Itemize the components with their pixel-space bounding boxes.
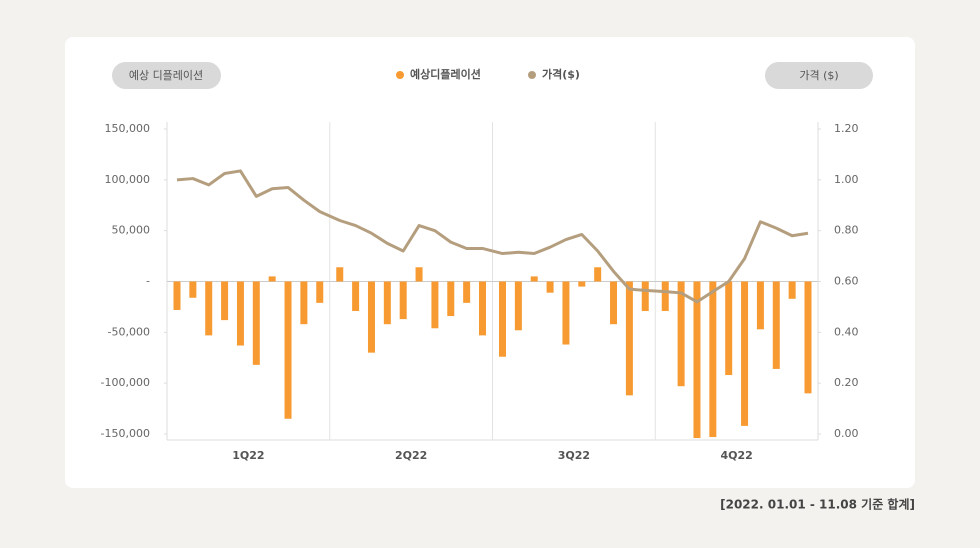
price-line xyxy=(176,169,809,304)
y2-tick-label: 0.80 xyxy=(834,224,859,237)
bar xyxy=(661,281,669,311)
bar xyxy=(431,281,439,329)
legend-label: 가격($) xyxy=(542,67,580,81)
y-tick-label: -100,000 xyxy=(101,376,150,389)
bar xyxy=(221,281,229,321)
legend-marker xyxy=(396,71,404,79)
bar xyxy=(788,281,796,299)
bar xyxy=(399,281,407,320)
y2-axis-label: 가격 ($) xyxy=(799,69,838,82)
x-group-label: 3Q22 xyxy=(558,449,590,462)
y2-tick-label: 0.40 xyxy=(834,325,859,338)
bar xyxy=(336,267,344,282)
bar xyxy=(693,281,701,439)
bar xyxy=(530,276,538,282)
x-group-label: 2Q22 xyxy=(395,449,427,462)
bar xyxy=(367,281,375,353)
bar xyxy=(677,281,685,387)
bar xyxy=(546,281,554,293)
bar xyxy=(189,281,197,298)
bar xyxy=(205,281,213,336)
bar xyxy=(741,281,749,426)
bar xyxy=(804,281,812,394)
bar xyxy=(463,281,471,303)
bar xyxy=(610,281,618,325)
bar xyxy=(236,281,244,346)
bar xyxy=(562,281,570,345)
bar xyxy=(268,276,276,282)
bar xyxy=(725,281,733,376)
y-tick-label: -50,000 xyxy=(108,325,150,338)
bar xyxy=(772,281,780,369)
bar xyxy=(316,281,324,303)
bar xyxy=(514,281,522,331)
y-label-pill xyxy=(112,62,221,89)
bar xyxy=(641,281,649,311)
bar xyxy=(756,281,764,330)
bar xyxy=(625,281,633,396)
bar xyxy=(383,281,391,325)
bar xyxy=(709,281,717,438)
y2-label-pill xyxy=(765,62,873,89)
y-tick-label: 150,000 xyxy=(105,122,151,135)
bar xyxy=(284,281,292,419)
y-tick-label: -150,000 xyxy=(101,427,150,440)
bar xyxy=(300,281,308,325)
x-group-label: 4Q22 xyxy=(720,449,752,462)
bar xyxy=(594,267,602,282)
bar xyxy=(447,281,455,317)
y-axis-label: 예상 디플레이션 xyxy=(129,69,203,82)
legend-marker xyxy=(528,71,536,79)
legend-label: 예상디플레이션 xyxy=(410,67,481,81)
bar xyxy=(578,281,586,287)
y2-tick-label: 1.00 xyxy=(834,173,859,186)
bar xyxy=(173,281,181,310)
y2-tick-label: 0.20 xyxy=(834,376,859,389)
y-tick-label: - xyxy=(146,275,150,288)
bar xyxy=(252,281,260,365)
y-tick-label: 50,000 xyxy=(112,224,151,237)
annotation: [2022. 01.01 - 11.08 기준 합계] xyxy=(720,497,915,512)
y-tick-label: 100,000 xyxy=(105,173,151,186)
bar xyxy=(499,281,506,357)
bar xyxy=(415,267,423,282)
bar xyxy=(479,281,486,336)
y2-tick-label: 0.00 xyxy=(834,427,859,440)
bar xyxy=(352,281,360,311)
y2-tick-label: 1.20 xyxy=(834,122,859,135)
card xyxy=(65,37,915,488)
y2-tick-label: 0.60 xyxy=(834,275,859,288)
x-group-label: 1Q22 xyxy=(232,449,264,462)
